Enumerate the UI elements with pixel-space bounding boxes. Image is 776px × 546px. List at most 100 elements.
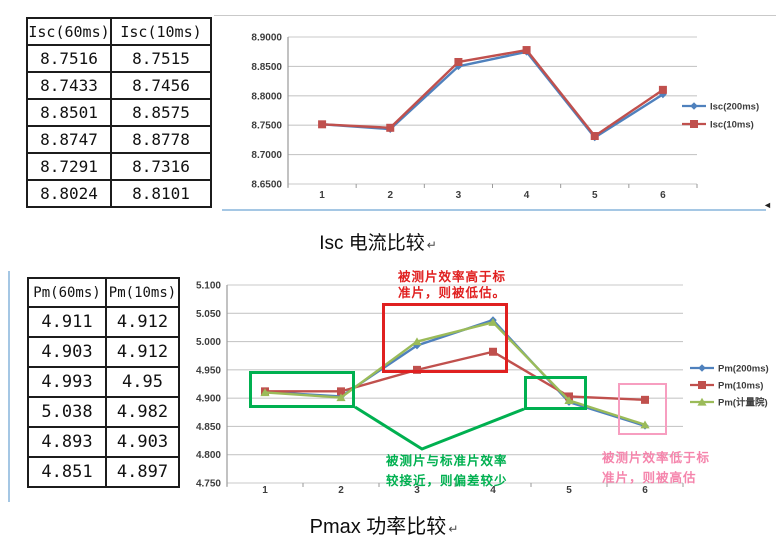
y-axis-label: 8.7000 [251, 150, 282, 161]
x-axis-label: 4 [490, 485, 496, 496]
x-axis-label: 1 [319, 190, 325, 201]
close-callout-box-points12 [249, 371, 355, 408]
table-cell: 8.7316 [110, 152, 212, 181]
y-axis-label: 8.7500 [251, 121, 282, 132]
data-point-marker [590, 132, 599, 141]
legend-label: Isc(200ms) [710, 102, 759, 113]
table-cell: 8.8024 [26, 179, 112, 208]
annotation-line: 准片，则被高估 [602, 471, 697, 485]
y-axis-label: 8.8500 [251, 62, 282, 73]
table-row: 8.8747 8.8778 [26, 125, 212, 154]
x-axis-label: 5 [566, 485, 572, 496]
data-point-marker [336, 393, 346, 402]
x-axis-label: 3 [456, 190, 462, 201]
table-cell: 4.897 [105, 456, 180, 488]
table-cell: 4.982 [105, 396, 180, 428]
table-cell: 4.912 [105, 336, 180, 368]
text-boundary-line-vertical [8, 271, 10, 502]
legend-label: Pm(计量院) [718, 397, 768, 409]
pm-table-header-60ms: Pm(60ms) [27, 277, 107, 308]
isc-caption-text: Isc 电流比较 [319, 233, 425, 254]
table-cell: 4.911 [27, 306, 107, 338]
annotation-line: 被测片效率高于标 [398, 270, 507, 284]
table-cell: 4.903 [27, 336, 107, 368]
table-cell: 8.8575 [110, 98, 212, 127]
table-cell: 8.7291 [26, 152, 112, 181]
y-axis-label: 8.8000 [251, 91, 282, 102]
pm-table-header-10ms: Pm(10ms) [105, 277, 180, 308]
y-axis-label: 4.950 [196, 365, 221, 376]
annotation-overestimated: 被测片效率高于标 准片，则被低估。 [398, 269, 506, 301]
table-row: 8.7516 8.7515 [26, 44, 212, 73]
legend-label: Isc(10ms) [710, 120, 754, 131]
chart-legend: Isc(200ms) Isc(10ms) [682, 102, 759, 131]
paragraph-mark-icon: ↵ [426, 238, 437, 252]
data-point-marker [412, 337, 422, 346]
legend-item: Pm(计量院) [690, 397, 768, 409]
data-point-marker [522, 46, 531, 55]
data-point-marker [454, 62, 463, 71]
y-axis-label: 5.100 [196, 281, 221, 292]
annotation-line: 被测片与标准片效率 [386, 454, 508, 468]
chart-legend: Pm(200ms) Pm(10ms) Pm(计量院) [690, 364, 769, 409]
data-point-marker [337, 387, 345, 396]
x-axis-label: 2 [387, 190, 393, 201]
scroll-left-arrow-icon[interactable]: ◄ [763, 200, 772, 210]
isc-caption: Isc 电流比较 ↵ [218, 228, 538, 255]
isc-chart: 8.9000 8.8500 8.8000 8.7500 8.7000 8.6500 1 2 3 4… [251, 33, 759, 202]
legend-marker [698, 364, 706, 372]
y-axis-label: 4.900 [196, 394, 221, 405]
table-row: 4.911 4.912 [27, 306, 180, 338]
x-axis-label: 6 [642, 485, 648, 496]
legend-marker [698, 381, 706, 389]
chart-frame-top-border [214, 15, 776, 16]
annotation-line: 较接近，则偏差较少 [386, 474, 508, 488]
table-cell: 5.038 [27, 396, 107, 428]
x-axis-label: 3 [414, 485, 420, 496]
table-row: 8.7433 8.7456 [26, 71, 212, 100]
series-line [265, 350, 646, 402]
legend-item: Pm(200ms) [690, 364, 769, 375]
table-cell: 8.8501 [26, 98, 112, 127]
table-cell: 4.893 [27, 426, 107, 458]
table-cell: 4.903 [105, 426, 180, 458]
pmax-chart: 5.100 5.050 5.000 4.950 4.900 4.850 4.800 4.750… [196, 281, 769, 497]
table-cell: 8.8747 [26, 125, 112, 154]
table-row: 4.993 4.95 [27, 366, 180, 398]
underestimated-callout-box [618, 383, 667, 435]
pm-table: Pm(60ms) Pm(10ms) 4.911 4.912 4.903 4.912 4.… [27, 277, 180, 488]
table-cell: 8.7456 [110, 71, 212, 100]
table-cell: 4.993 [27, 366, 107, 398]
y-axis-label: 5.050 [196, 309, 221, 320]
legend-item: Isc(200ms) [682, 102, 759, 113]
table-cell: 4.851 [27, 456, 107, 488]
table-row: 4.893 4.903 [27, 426, 180, 458]
data-point-marker [386, 123, 395, 132]
table-row: 8.8501 8.8575 [26, 98, 212, 127]
x-axis-label: 1 [262, 485, 268, 496]
y-axis-label: 4.850 [196, 422, 221, 433]
table-cell: 8.7516 [26, 44, 112, 73]
isc-table-header-10ms: Isc(10ms) [110, 17, 212, 46]
x-axis-label: 5 [592, 190, 598, 201]
table-cell: 4.95 [105, 366, 180, 398]
legend-marker [697, 397, 707, 406]
y-axis-label: 4.750 [196, 479, 221, 490]
table-row: 4.851 4.897 [27, 456, 180, 488]
table-row: 4.903 4.912 [27, 336, 180, 368]
isc-table: Isc(60ms) Isc(10ms) 8.7516 8.7515 8.7433 8.… [26, 17, 212, 208]
table-cell: 8.7515 [110, 44, 212, 73]
pmax-caption: Pmax 功率比较 ↵ [224, 510, 544, 539]
data-point-marker [413, 365, 421, 374]
annotation-underestimated: 被测片效率低于标 准片，则被高估 [602, 448, 710, 488]
data-point-marker [641, 395, 649, 404]
table-row: 8.8024 8.8101 [26, 179, 212, 208]
isc-table-header-row: Isc(60ms) Isc(10ms) [26, 17, 212, 46]
table-row: 8.7291 8.7316 [26, 152, 212, 181]
data-point-marker [564, 396, 574, 405]
legend-item: Isc(10ms) [682, 120, 754, 131]
table-cell: 4.912 [105, 306, 180, 338]
data-point-marker [658, 85, 667, 94]
x-axis-label: 2 [338, 485, 344, 496]
